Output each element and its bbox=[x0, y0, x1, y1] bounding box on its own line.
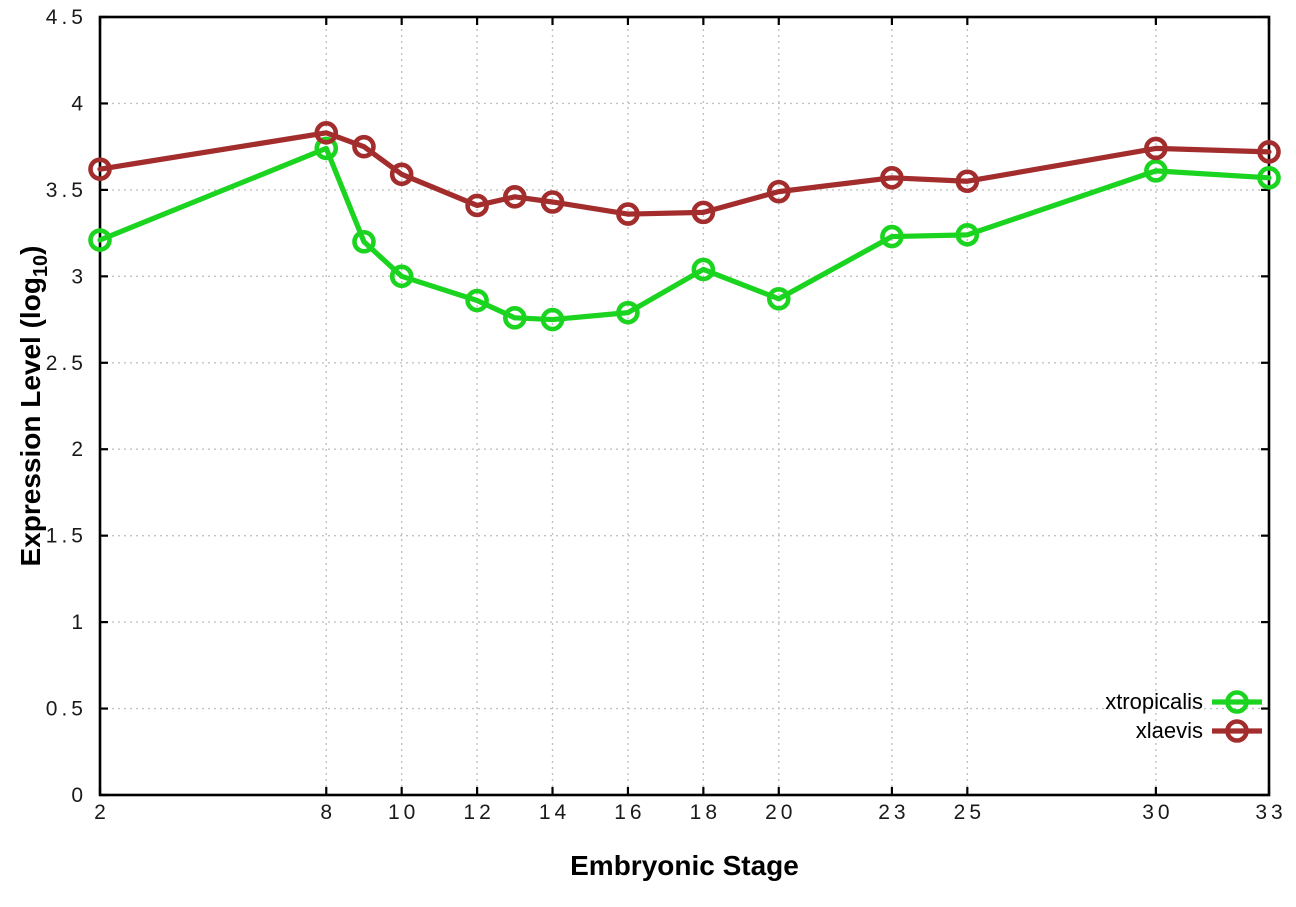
series-xlaevis-marker bbox=[691, 200, 716, 225]
y-tick-label: 3.5 bbox=[46, 179, 87, 202]
series-xlaevis-marker bbox=[314, 121, 339, 145]
series-xlaevis-marker bbox=[389, 162, 414, 187]
x-tick-label: 23 bbox=[878, 801, 909, 824]
series-xlaevis-marker bbox=[955, 169, 980, 194]
x-tick-label: 20 bbox=[765, 801, 796, 824]
x-tick-label: 16 bbox=[614, 801, 645, 824]
y-axis-title: Expression Level (log10) bbox=[15, 246, 52, 567]
series-xlaevis bbox=[88, 121, 1281, 226]
series-xlaevis-marker bbox=[766, 179, 791, 204]
series-xlaevis-marker bbox=[88, 157, 112, 181]
series-xlaevis-marker bbox=[616, 202, 640, 226]
y-tick-label: 1.5 bbox=[46, 525, 87, 548]
y-tick-label: 0.5 bbox=[46, 698, 87, 721]
x-axis-title: Embryonic Stage bbox=[570, 850, 799, 881]
x-tick-label: 14 bbox=[539, 801, 570, 824]
series-xtropicalis-marker bbox=[540, 307, 565, 332]
y-tick-label: 3 bbox=[71, 265, 87, 288]
y-tick-label: 1 bbox=[71, 611, 87, 634]
x-tick-label: 8 bbox=[320, 801, 336, 824]
series-xlaevis-marker bbox=[465, 193, 489, 218]
series-xtropicalis bbox=[88, 136, 1281, 332]
series-xtropicalis-line bbox=[97, 145, 1272, 323]
legend-label-xtropicalis: xtropicalis bbox=[1105, 689, 1203, 714]
tick-marks bbox=[98, 15, 1271, 797]
series-xtropicalis-marker bbox=[88, 228, 112, 252]
x-tick-label: 33 bbox=[1255, 801, 1286, 824]
series-xlaevis-marker bbox=[503, 185, 527, 209]
x-tick-label: 10 bbox=[388, 801, 419, 824]
series-xtropicalis-marker bbox=[314, 136, 339, 161]
y-tick-label: 4.5 bbox=[46, 6, 87, 29]
series-xtropicalis-marker bbox=[955, 223, 980, 247]
legend-label-xlaevis: xlaevis bbox=[1136, 718, 1203, 743]
legend: xtropicalis xlaevis bbox=[1105, 689, 1262, 743]
series-xtropicalis-marker bbox=[766, 287, 791, 311]
y-tick-label: 2.5 bbox=[46, 352, 87, 375]
x-tick-label: 25 bbox=[954, 801, 985, 824]
series-xtropicalis-marker bbox=[616, 300, 640, 325]
legend-marker-xlaevis bbox=[1225, 719, 1249, 743]
series-xtropicalis-marker bbox=[503, 306, 527, 330]
x-tick-label: 18 bbox=[690, 801, 721, 824]
grid bbox=[100, 17, 1269, 795]
legend-marker-xtropicalis bbox=[1225, 690, 1249, 714]
series-xlaevis-marker bbox=[1257, 140, 1281, 164]
series-xtropicalis-marker bbox=[465, 288, 489, 313]
series-xtropicalis-marker bbox=[352, 229, 376, 254]
series-xlaevis-marker bbox=[352, 134, 376, 159]
y-tick-label: 2 bbox=[71, 438, 87, 461]
y-tick-label: 4 bbox=[71, 92, 87, 115]
x-tick-label: 12 bbox=[463, 801, 494, 824]
y-tick-label: 0 bbox=[71, 784, 87, 807]
x-tick-label: 2 bbox=[94, 801, 110, 824]
series-xtropicalis-marker bbox=[880, 224, 904, 249]
series-xlaevis-marker bbox=[880, 165, 904, 190]
plot-border bbox=[98, 15, 1271, 797]
x-tick-label: 30 bbox=[1142, 801, 1173, 824]
series-xtropicalis-marker bbox=[389, 264, 414, 289]
series-xtropicalis-marker bbox=[1257, 165, 1281, 190]
series-xlaevis-marker bbox=[540, 190, 565, 214]
series-xtropicalis-marker bbox=[691, 257, 716, 282]
series-xtropicalis-marker bbox=[1144, 159, 1168, 183]
series-xlaevis-marker bbox=[1144, 136, 1168, 161]
series-xlaevis-line bbox=[97, 130, 1272, 217]
